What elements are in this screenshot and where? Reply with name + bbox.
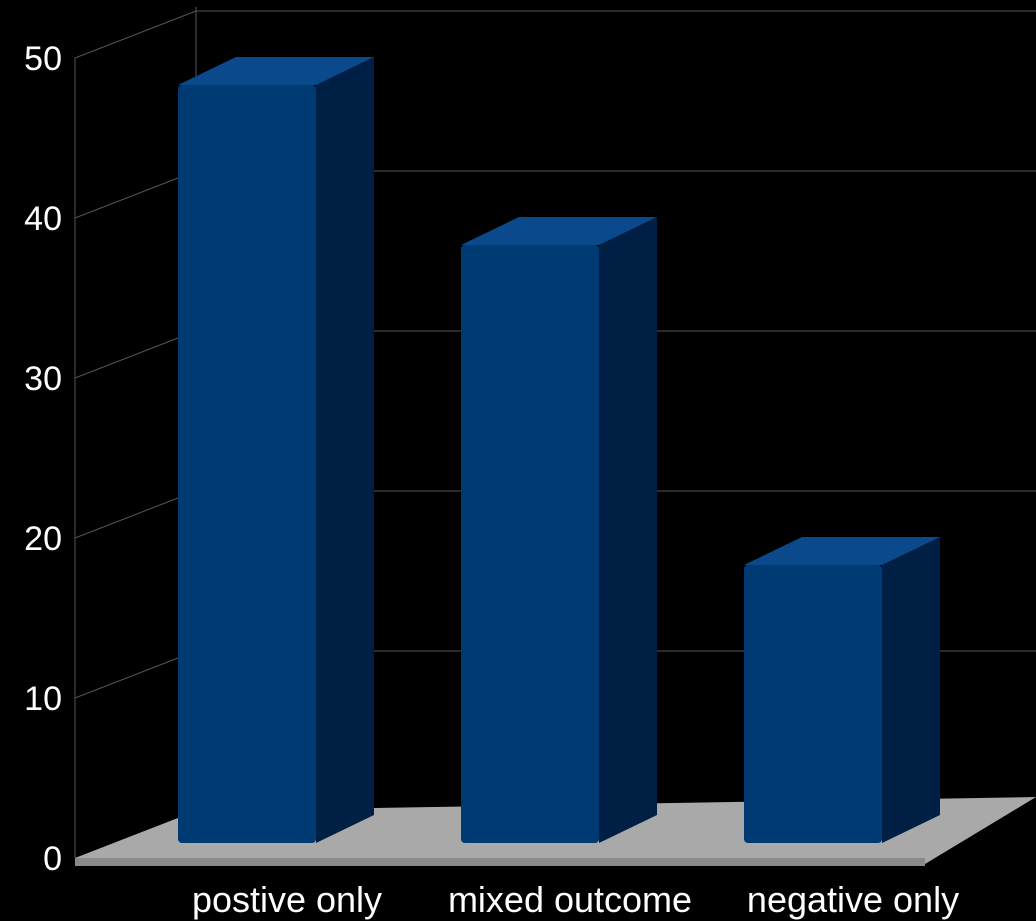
x-axis-category-labels: postive only mixed outcome negative only [192,879,959,920]
y-tick-label: 30 [24,360,62,398]
y-axis-tick-labels: 0 10 20 30 40 50 [24,40,62,878]
chart-walls [74,7,197,858]
y-tick-label: 50 [24,40,62,78]
bar-front [461,245,599,843]
x-category-label: negative only [747,879,959,920]
bar-top [461,217,657,245]
bar-front [178,85,316,843]
bar-side [316,57,374,843]
gridline-side [74,330,197,379]
bar-side [599,217,657,843]
bar-top [744,537,940,565]
bar-side [882,537,940,843]
bar [178,57,374,843]
gridline-side [74,650,197,699]
gridline-side [74,490,197,539]
x-category-label: postive only [192,879,382,920]
y-tick-label: 40 [24,200,62,238]
bar [744,537,940,843]
y-tick-label: 10 [24,680,62,718]
floor-front-edge [75,858,925,866]
gridline-side [74,10,197,59]
bar-top [178,57,374,85]
y-tick-label: 20 [24,520,62,558]
bar-front [744,565,882,843]
bar [461,217,657,843]
y-tick-label: 0 [43,840,62,878]
bars [178,57,940,843]
gridline-side [74,170,197,219]
x-category-label: mixed outcome [448,879,692,920]
